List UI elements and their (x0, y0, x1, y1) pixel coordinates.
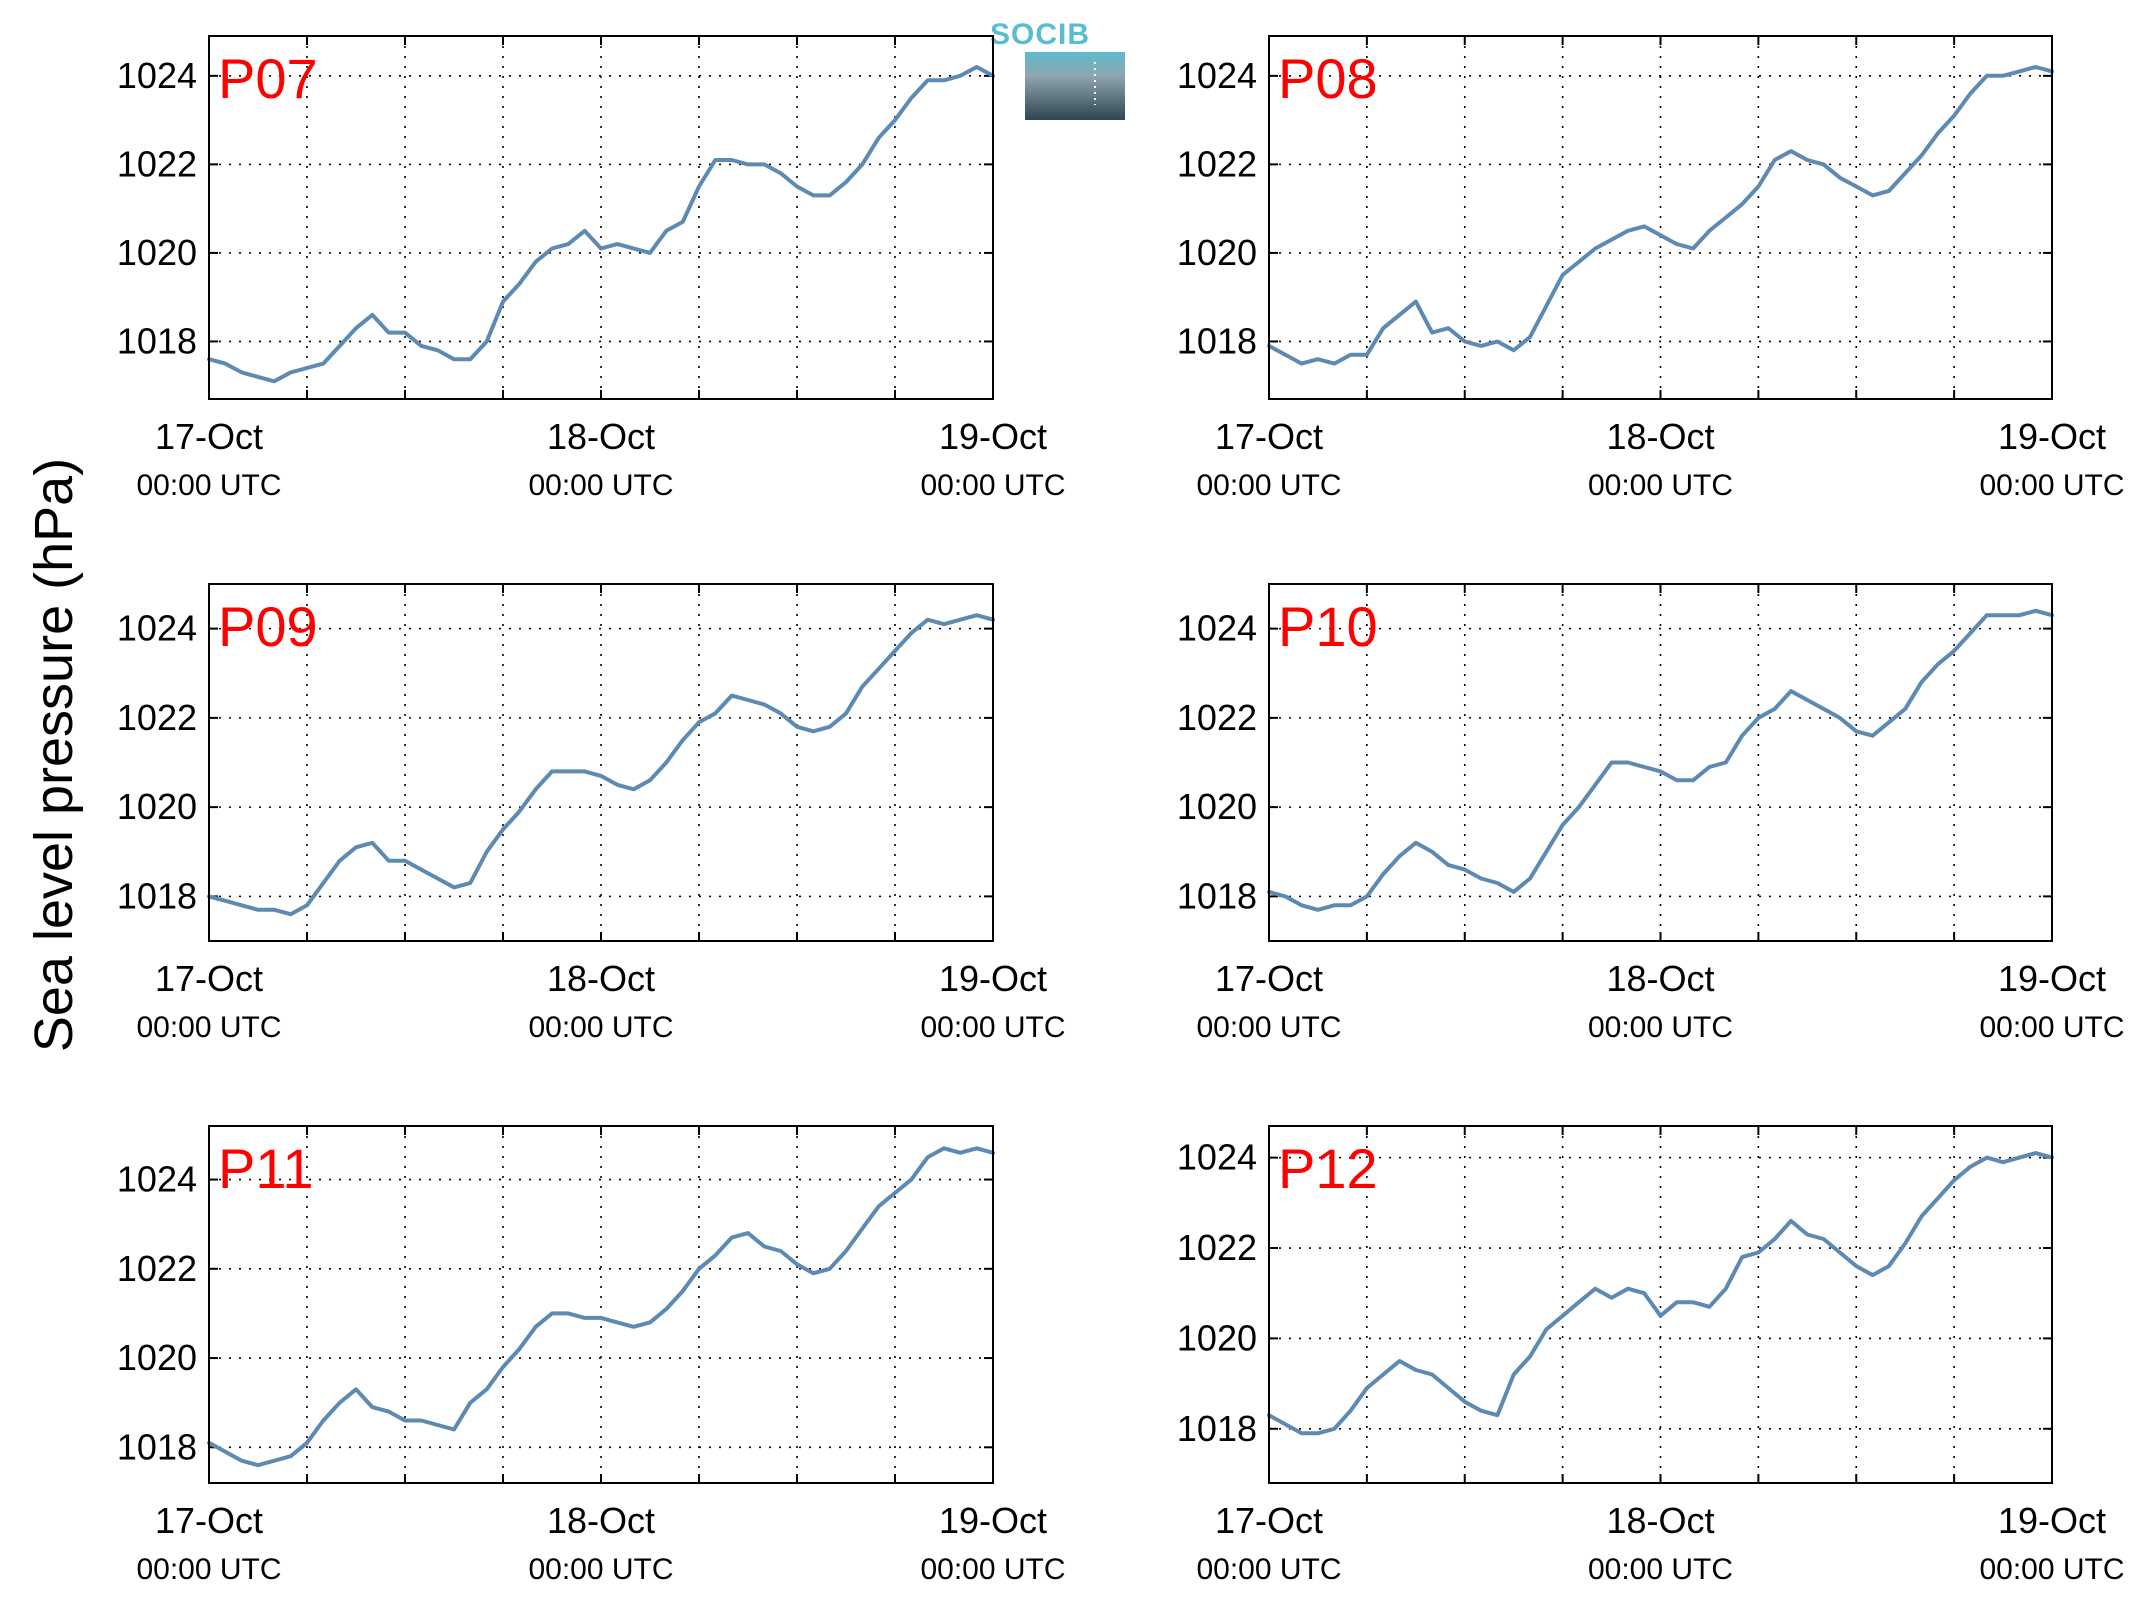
socib-logo: SOCIB (990, 18, 1125, 120)
x-tick-time-label: 00:00 UTC (1196, 1011, 1341, 1044)
y-tick-label: 1020 (117, 232, 197, 273)
socib-logo-text: SOCIB (990, 18, 1090, 51)
pressure-line (1267, 65, 2054, 366)
station-label: P10 (1278, 595, 1378, 658)
x-tick-date-label: 17-Oct (155, 958, 263, 999)
x-tick-time-label: 00:00 UTC (528, 1011, 673, 1044)
x-tick-date-label: 17-Oct (155, 1500, 263, 1541)
y-tick-label: 1022 (1177, 697, 1257, 738)
x-tick-date-label: 18-Oct (547, 416, 655, 457)
logo-wave-block (1025, 52, 1125, 120)
x-tick-date-label: 17-Oct (1215, 1500, 1323, 1541)
x-tick-time-label: 00:00 UTC (136, 1011, 281, 1044)
panel-p12: 1018 1020 1022 1024 17-Oct 00:00 UTC 18-Oct 00:… (1177, 1125, 2125, 1586)
y-tick-label: 1018 (117, 320, 197, 361)
x-tick-time-label: 00:00 UTC (1588, 1011, 1733, 1044)
x-tick-date-label: 17-Oct (1215, 958, 1323, 999)
y-tick-label: 1018 (1177, 320, 1257, 361)
x-tick-time-label: 00:00 UTC (920, 1011, 1065, 1044)
y-tick-label: 1020 (117, 1337, 197, 1378)
panel-p11: 1018 1020 1022 1024 17-Oct 00:00 UTC 18-Oct 00:… (117, 1125, 1066, 1586)
y-tick-label: 1024 (1177, 55, 1257, 96)
x-tick-date-label: 17-Oct (1215, 416, 1323, 457)
axes-frame (208, 1125, 994, 1484)
station-label: P12 (1278, 1137, 1378, 1200)
x-tick-time-label: 00:00 UTC (136, 1553, 281, 1586)
y-tick-label: 1022 (1177, 143, 1257, 184)
panel-p08: 1018 1020 1022 1024 17-Oct 00:00 UTC 18-Oct 00:… (1177, 35, 2125, 502)
x-tick-date-label: 18-Oct (1606, 416, 1714, 457)
y-tick-label: 1022 (117, 143, 197, 184)
y-tick-label: 1018 (1177, 1408, 1257, 1449)
y-axis-label: Sea level pressure (hPa) (24, 458, 84, 1052)
y-tick-label: 1024 (117, 55, 197, 96)
x-tick-time-label: 00:00 UTC (528, 469, 673, 502)
x-tick-date-label: 18-Oct (547, 1500, 655, 1541)
x-tick-time-label: 00:00 UTC (1588, 1553, 1733, 1586)
x-tick-date-label: 19-Oct (939, 1500, 1047, 1541)
x-tick-time-label: 00:00 UTC (1979, 1553, 2124, 1586)
axes-frame (208, 35, 994, 400)
x-tick-date-label: 19-Oct (939, 416, 1047, 457)
x-tick-date-label: 19-Oct (939, 958, 1047, 999)
y-tick-label: 1024 (1177, 608, 1257, 649)
y-tick-label: 1024 (1177, 1137, 1257, 1178)
y-tick-label: 1024 (117, 1159, 197, 1200)
axes-frame (1268, 1125, 2053, 1484)
pressure-line (207, 613, 995, 917)
y-tick-label: 1018 (1177, 875, 1257, 916)
y-tick-label: 1020 (117, 786, 197, 827)
x-tick-time-label: 00:00 UTC (528, 1553, 673, 1586)
x-tick-date-label: 18-Oct (1606, 1500, 1714, 1541)
x-tick-time-label: 00:00 UTC (1979, 1011, 2124, 1044)
y-tick-label: 1020 (1177, 786, 1257, 827)
x-tick-date-label: 19-Oct (1998, 1500, 2106, 1541)
x-tick-time-label: 00:00 UTC (1196, 469, 1341, 502)
y-tick-label: 1018 (117, 875, 197, 916)
x-tick-time-label: 00:00 UTC (920, 469, 1065, 502)
pressure-line (207, 1146, 995, 1468)
y-tick-label: 1022 (1177, 1227, 1257, 1268)
x-tick-time-label: 00:00 UTC (1588, 469, 1733, 502)
station-label: P08 (1278, 47, 1378, 110)
x-tick-time-label: 00:00 UTC (920, 1553, 1065, 1586)
x-tick-date-label: 17-Oct (155, 416, 263, 457)
x-tick-date-label: 19-Oct (1998, 416, 2106, 457)
station-label: P11 (218, 1137, 313, 1200)
y-tick-label: 1020 (1177, 1317, 1257, 1358)
y-tick-label: 1022 (117, 1248, 197, 1289)
pressure-line (1267, 1151, 2054, 1436)
x-tick-time-label: 00:00 UTC (1979, 469, 2124, 502)
panel-p10: 1018 1020 1022 1024 17-Oct 00:00 UTC 18-Oct 00:… (1177, 583, 2125, 1044)
pressure-line (207, 65, 995, 384)
y-tick-label: 1018 (117, 1426, 197, 1467)
y-tick-label: 1022 (117, 697, 197, 738)
x-tick-time-label: 00:00 UTC (136, 469, 281, 502)
panel-p07: 1018 1020 1022 1024 17-Oct 00:00 UTC 18-Oct 00:… (117, 35, 1066, 502)
pressure-line (1267, 608, 2054, 912)
x-tick-date-label: 19-Oct (1998, 958, 2106, 999)
station-label: P09 (218, 595, 318, 658)
x-tick-date-label: 18-Oct (1606, 958, 1714, 999)
x-tick-date-label: 18-Oct (547, 958, 655, 999)
station-label: P07 (218, 47, 318, 110)
axes-frame (208, 583, 994, 942)
axes-frame (1268, 35, 2053, 400)
x-tick-time-label: 00:00 UTC (1196, 1553, 1341, 1586)
panel-p09: 1018 1020 1022 1024 17-Oct 00:00 UTC 18-Oct 00:… (117, 583, 1066, 1044)
axes-frame (1268, 583, 2053, 942)
y-tick-label: 1020 (1177, 232, 1257, 273)
panels-container: 1018 1020 1022 1024 17-Oct 00:00 UTC 18-Oct 00:… (117, 35, 2125, 1586)
y-tick-label: 1024 (117, 608, 197, 649)
